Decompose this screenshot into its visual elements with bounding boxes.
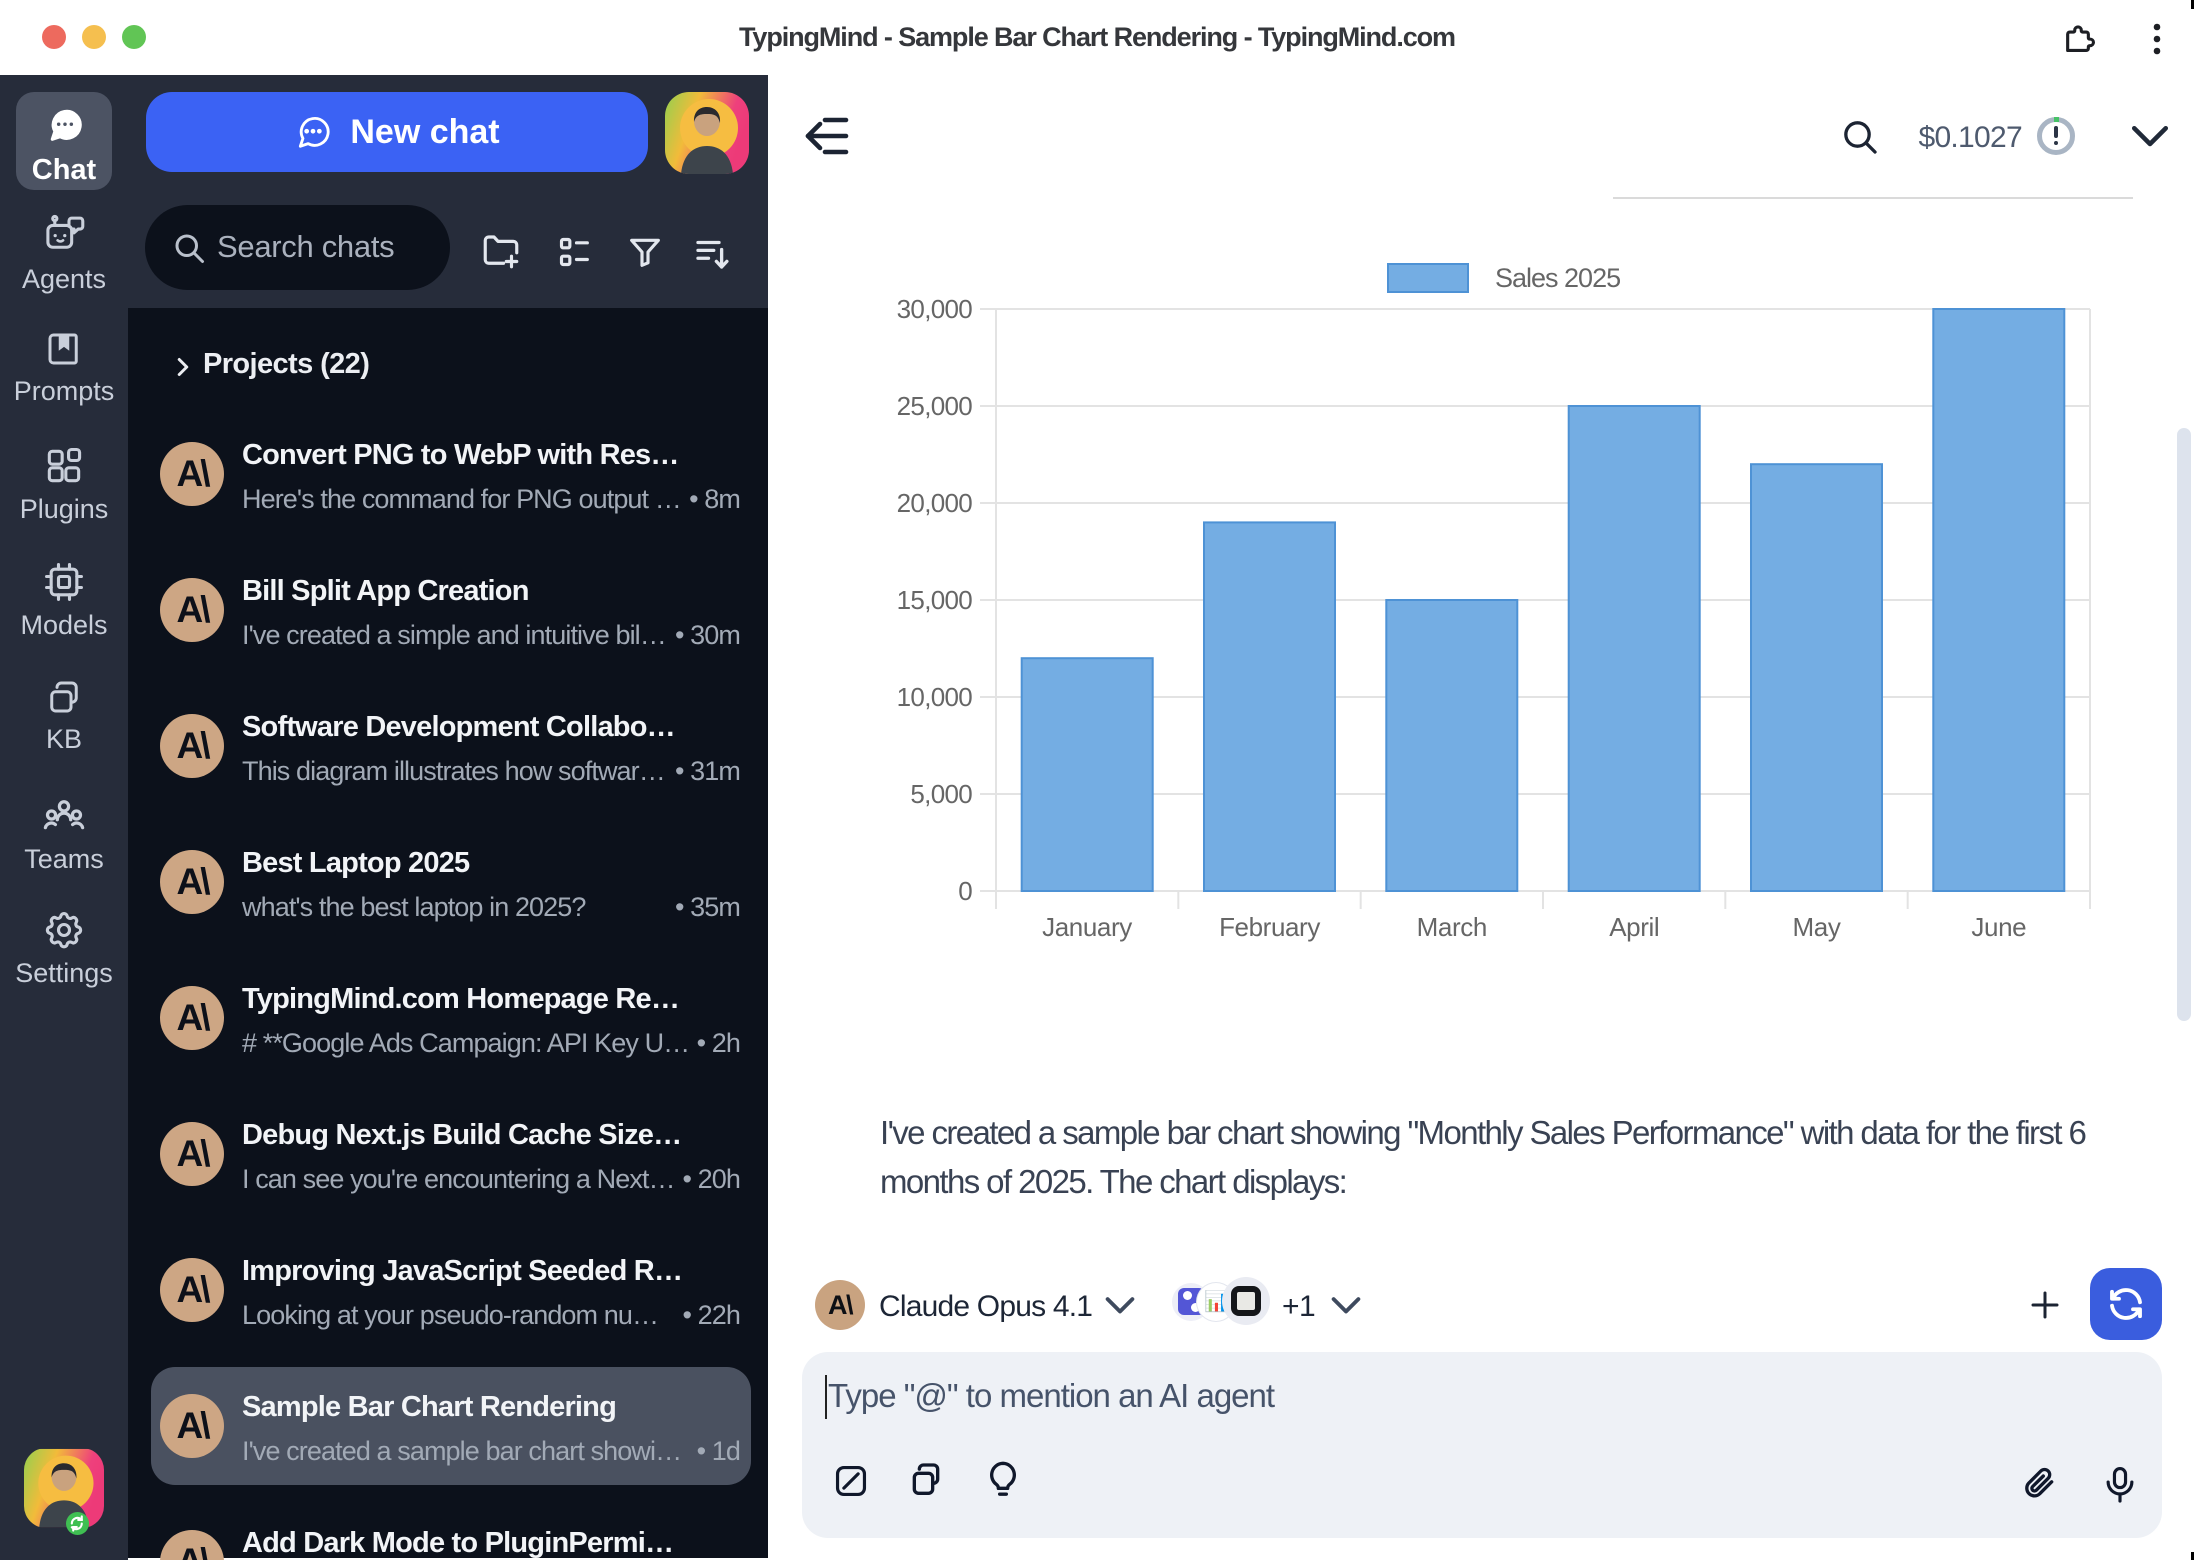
svg-text:10,000: 10,000 <box>897 682 973 712</box>
svg-text:March: March <box>1417 912 1487 942</box>
svg-text:May: May <box>1793 912 1841 942</box>
svg-text:January: January <box>1042 912 1132 942</box>
svg-text:20,000: 20,000 <box>897 488 973 518</box>
svg-text:June: June <box>1971 912 2026 942</box>
svg-text:30,000: 30,000 <box>897 294 973 324</box>
svg-text:0: 0 <box>958 876 972 906</box>
svg-text:15,000: 15,000 <box>897 585 973 615</box>
svg-text:Sales 2025: Sales 2025 <box>1495 263 1620 293</box>
svg-text:25,000: 25,000 <box>897 391 973 421</box>
svg-text:5,000: 5,000 <box>910 779 972 809</box>
svg-text:February: February <box>1219 912 1320 942</box>
svg-text:April: April <box>1609 912 1659 942</box>
